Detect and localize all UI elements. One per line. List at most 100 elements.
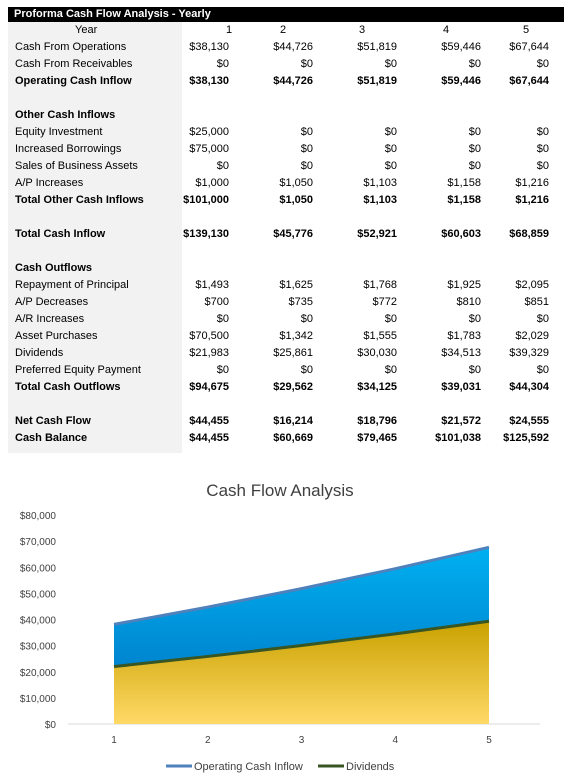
row-value: $38,130 [189, 41, 229, 53]
year-label: Year [75, 24, 98, 36]
y-tick-label: $20,000 [20, 668, 57, 679]
row-value: $0 [468, 58, 481, 70]
legend-label: Operating Cash Inflow [194, 761, 303, 773]
row-value: $67,644 [509, 75, 549, 87]
row-value: $851 [524, 296, 549, 308]
row-value: $1,555 [363, 330, 397, 342]
table-row [8, 90, 564, 107]
row-value: $18,796 [357, 415, 397, 427]
row-value: $1,493 [195, 279, 229, 291]
row-value: $700 [204, 296, 229, 308]
row-value: $1,216 [515, 177, 549, 189]
year-header: 1 [225, 24, 233, 36]
row-label: Repayment of Principal [15, 279, 129, 291]
x-tick-label: 5 [486, 735, 492, 746]
row-value: $0 [300, 58, 313, 70]
row-value: $0 [468, 364, 481, 376]
row-value: $51,819 [357, 41, 397, 53]
row-value: $101,038 [435, 432, 481, 444]
row-value: $1,158 [447, 177, 481, 189]
row-value: $25,000 [189, 126, 229, 138]
row-label: A/P Decreases [15, 296, 89, 308]
row-value: $34,513 [441, 347, 481, 359]
row-value: $0 [300, 313, 313, 325]
row-value: $1,103 [363, 177, 397, 189]
row-value: $1,103 [363, 194, 397, 206]
row-label: Preferred Equity Payment [15, 364, 141, 376]
row-value: $38,130 [189, 75, 229, 87]
row-value: $772 [372, 296, 397, 308]
table-row: Repayment of Principal $1,493 $1,625 $1,768… [8, 277, 564, 294]
row-value: $1,216 [515, 194, 549, 206]
table-row: Cash Outflows [8, 260, 564, 277]
row-value: $1,050 [279, 194, 313, 206]
row-label: Cash From Receivables [15, 58, 133, 70]
row-value: $59,446 [441, 75, 481, 87]
row-value: $44,455 [189, 415, 229, 427]
table-row: A/P Increases $1,000 $1,050 $1,103 $1,158 $1,… [8, 175, 564, 192]
row-value: $1,050 [279, 177, 313, 189]
row-label: Total Cash Inflow [15, 228, 106, 240]
table-row [8, 243, 564, 260]
x-tick-label: 2 [205, 735, 211, 746]
table-row: Cash Balance $44,455 $60,669 $79,465 $101,03… [8, 430, 564, 447]
row-value: $1,000 [195, 177, 229, 189]
row-label: Increased Borrowings [15, 143, 122, 155]
row-value: $94,675 [189, 381, 229, 393]
row-value: $44,455 [189, 432, 229, 444]
x-tick-label: 1 [111, 735, 117, 746]
y-tick-label: $70,000 [20, 537, 57, 548]
row-value: $1,783 [447, 330, 481, 342]
table-row: Increased Borrowings $75,000 $0 $0 $0 $0 [8, 141, 564, 158]
year-header: 3 [358, 24, 366, 36]
series-area-dividends [114, 621, 489, 724]
row-value: $30,030 [357, 347, 397, 359]
row-value: $1,768 [363, 279, 397, 291]
row-value: $45,776 [273, 228, 313, 240]
y-tick-label: $50,000 [20, 589, 57, 600]
row-value: $1,342 [279, 330, 313, 342]
row-value: $21,572 [441, 415, 481, 427]
row-label: Asset Purchases [15, 330, 98, 342]
row-label: A/P Increases [15, 177, 84, 189]
row-value: $60,603 [441, 228, 481, 240]
row-value: $16,214 [273, 415, 313, 427]
y-tick-label: $30,000 [20, 642, 57, 653]
row-label: Total Cash Outflows [15, 381, 121, 393]
row-value: $0 [216, 313, 229, 325]
row-value: $0 [300, 364, 313, 376]
row-value: $0 [536, 160, 549, 172]
cash-flow-chart: Cash Flow Analysis $0 $10,000 $20,000 $30,0… [20, 481, 540, 773]
row-value: $0 [468, 160, 481, 172]
year-header: 4 [442, 24, 450, 36]
row-value: $0 [216, 364, 229, 376]
row-value: $125,592 [503, 432, 549, 444]
row-value: $0 [216, 58, 229, 70]
row-label: Net Cash Flow [15, 415, 91, 427]
row-value: $0 [384, 364, 397, 376]
row-value: $735 [288, 296, 313, 308]
row-value: $70,500 [189, 330, 229, 342]
row-label: Cash Balance [15, 432, 88, 444]
row-value: $0 [384, 126, 397, 138]
table-title: Proforma Cash Flow Analysis - Yearly [8, 7, 564, 22]
row-value: $51,819 [357, 75, 397, 87]
row-label: Operating Cash Inflow [15, 75, 132, 87]
row-value: $39,031 [441, 381, 481, 393]
table-row: Operating Cash Inflow $38,130 $44,726 $51,8… [8, 73, 564, 90]
row-value: $0 [300, 143, 313, 155]
row-label: Cash Outflows [15, 262, 93, 274]
row-value: $60,669 [273, 432, 313, 444]
row-label: Total Other Cash Inflows [15, 194, 144, 206]
row-value: $101,000 [183, 194, 229, 206]
row-value: $0 [536, 58, 549, 70]
x-tick-label: 4 [392, 735, 398, 746]
row-label: Equity Investment [15, 126, 103, 138]
row-label: A/R Increases [15, 313, 85, 325]
label-column-shade [8, 22, 182, 453]
table-row: Sales of Business Assets $0 $0 $0 $0 $0 [8, 158, 564, 175]
row-label: Cash From Operations [15, 41, 127, 53]
row-value: $2,029 [515, 330, 549, 342]
series-line-dividends [113, 619, 490, 669]
row-value: $0 [468, 143, 481, 155]
